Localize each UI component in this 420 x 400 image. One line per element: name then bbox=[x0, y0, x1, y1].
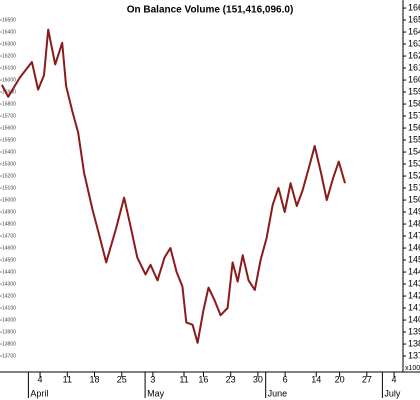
y2-tick-label: 14000 bbox=[2, 317, 16, 323]
month-label: June bbox=[268, 388, 288, 398]
x-tick-label: 25 bbox=[117, 374, 127, 384]
x-tick-label: 18 bbox=[90, 374, 100, 384]
y-tick-label: 163 bbox=[408, 38, 420, 48]
y-tick-label: 159 bbox=[408, 86, 420, 96]
y2-tick-label: 14100 bbox=[2, 305, 16, 311]
y2-tick-label: 16400 bbox=[2, 29, 16, 35]
y-tick-label: 164 bbox=[408, 26, 420, 36]
y-tick-label: 145 bbox=[408, 254, 420, 264]
y-tick-label: 147 bbox=[408, 230, 420, 240]
y-tick-label: 144 bbox=[408, 266, 420, 276]
x-tick-label: 30 bbox=[253, 374, 263, 384]
x-tick-label: 11 bbox=[179, 374, 188, 384]
y-tick-label: 157 bbox=[408, 110, 420, 120]
y-tick-label: 149 bbox=[408, 206, 420, 216]
y-unit-label: x100 bbox=[405, 365, 420, 372]
series-line bbox=[1, 28, 346, 344]
y2-tick-label: 14400 bbox=[2, 269, 16, 275]
x-tick-label: 20 bbox=[335, 374, 345, 384]
y-tick-label: 152 bbox=[408, 170, 420, 180]
y-tick-label: 146 bbox=[408, 242, 420, 252]
y2-tick-label: 15600 bbox=[2, 125, 16, 131]
y2-tick-label: 14900 bbox=[2, 209, 16, 215]
y-tick-label: 162 bbox=[408, 50, 420, 60]
month-label: April bbox=[30, 388, 48, 398]
y-tick-label: 158 bbox=[408, 98, 420, 108]
y-tick-label: 142 bbox=[408, 290, 420, 300]
y2-tick-label: 15000 bbox=[2, 197, 16, 203]
y2-tick-label: 16000 bbox=[2, 77, 16, 83]
y2-tick-label: 14800 bbox=[2, 221, 16, 227]
month-label: July bbox=[384, 388, 401, 398]
y-tick-label: 156 bbox=[408, 122, 420, 132]
y-tick-label: 143 bbox=[408, 278, 420, 288]
y2-tick-label: 13900 bbox=[2, 329, 16, 335]
y2-tick-label: 14200 bbox=[2, 293, 16, 299]
x-tick-label: 27 bbox=[362, 374, 372, 384]
y-tick-label: 161 bbox=[408, 62, 420, 72]
y-tick-label: 137 bbox=[408, 350, 420, 360]
y2-tick-label: 13700 bbox=[2, 353, 16, 359]
month-label: May bbox=[147, 388, 165, 398]
y-tick-label: 148 bbox=[408, 218, 420, 228]
x-tick-label: 14 bbox=[311, 374, 321, 384]
chart-title: On Balance Volume (151,416,096.0) bbox=[127, 5, 294, 16]
y2-tick-label: 16300 bbox=[2, 41, 16, 47]
x-tick-label: 6 bbox=[283, 374, 288, 384]
y2-tick-label: 15200 bbox=[2, 173, 16, 179]
y-tick-label: 160 bbox=[408, 74, 420, 84]
y-tick-label: 155 bbox=[408, 134, 420, 144]
y-tick-label: 150 bbox=[408, 194, 420, 204]
y2-tick-label: 15800 bbox=[2, 101, 16, 107]
y-tick-label: 166 bbox=[408, 2, 420, 12]
y-tick-label: 140 bbox=[408, 314, 420, 324]
y2-tick-label: 16200 bbox=[2, 53, 16, 59]
y2-tick-label: 15700 bbox=[2, 113, 16, 119]
x-tick-label: 3 bbox=[150, 374, 155, 384]
x-tick-label: 16 bbox=[198, 374, 208, 384]
y2-tick-label: 14300 bbox=[2, 281, 16, 287]
y-tick-label: 154 bbox=[408, 146, 420, 156]
y2-tick-label: 14600 bbox=[2, 245, 16, 251]
y2-tick-label: 16500 bbox=[2, 17, 16, 23]
y-tick-label: 151 bbox=[408, 182, 420, 192]
y-tick-label: 139 bbox=[408, 326, 420, 336]
y2-tick-label: 16100 bbox=[2, 65, 16, 71]
y-tick-label: 141 bbox=[408, 302, 420, 312]
y2-tick-label: 14500 bbox=[2, 257, 16, 263]
y2-tick-label: 15300 bbox=[2, 161, 16, 167]
y2-tick-label: 15500 bbox=[2, 137, 16, 143]
x-tick-label: 4 bbox=[38, 374, 43, 384]
y2-tick-label: 14700 bbox=[2, 233, 16, 239]
x-tick-label: 23 bbox=[226, 374, 236, 384]
x-tick-label: 11 bbox=[63, 374, 72, 384]
y2-tick-label: 15100 bbox=[2, 185, 16, 191]
y-tick-label: 165 bbox=[408, 14, 420, 24]
y-tick-label: 153 bbox=[408, 158, 420, 168]
y2-tick-label: 15400 bbox=[2, 149, 16, 155]
y2-tick-label: 15900 bbox=[2, 89, 16, 95]
y2-tick-label: 13800 bbox=[2, 341, 16, 347]
y-tick-label: 138 bbox=[408, 338, 420, 348]
x-tick-label: 4 bbox=[392, 374, 397, 384]
